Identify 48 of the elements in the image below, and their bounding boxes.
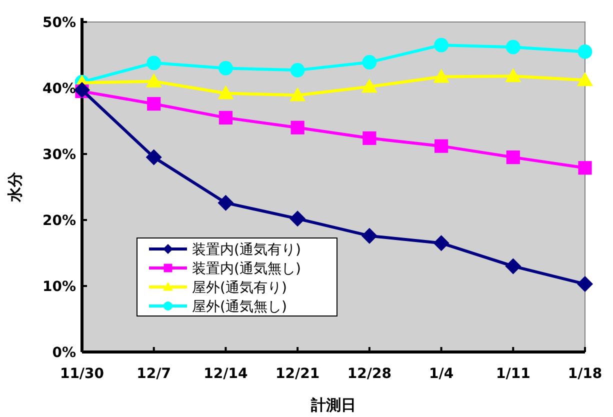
- x-tick-label: 11/30: [60, 366, 104, 382]
- point: [218, 85, 234, 100]
- x-tick-label: 12/7: [136, 366, 172, 382]
- point: [146, 73, 162, 88]
- point: [74, 82, 90, 98]
- x-tick-label: 1/18: [568, 366, 602, 382]
- point: [578, 44, 592, 59]
- y-tick-label: 50%: [42, 15, 76, 31]
- point: [218, 110, 233, 124]
- x-tick-label: 12/21: [276, 366, 320, 382]
- legend-label: 屋外(通気有り): [192, 280, 287, 296]
- point: [146, 56, 162, 70]
- point: [505, 258, 522, 274]
- point: [505, 68, 522, 82]
- y-tick-label: 30%: [42, 147, 76, 163]
- point: [361, 78, 378, 93]
- point: [290, 62, 305, 78]
- point: [146, 149, 162, 166]
- x-tick-label: 1/4: [428, 366, 454, 382]
- point: [577, 72, 593, 86]
- point: [577, 276, 593, 292]
- y-tick-label: 20%: [42, 213, 76, 229]
- point: [434, 38, 448, 52]
- x-tick-label: 12/14: [204, 366, 248, 382]
- x-axis-title: 計測日: [310, 396, 356, 414]
- y-tick-label: 10%: [42, 279, 76, 295]
- point: [290, 120, 304, 134]
- point: [506, 150, 520, 164]
- point: [218, 194, 234, 211]
- legend-label: 装置内(通気無し): [192, 261, 301, 277]
- point: [578, 161, 592, 175]
- y-tick-label: 0%: [52, 345, 76, 361]
- x-tick-label: 12/28: [347, 366, 392, 382]
- legend-label: 屋外(通気無し): [192, 299, 287, 315]
- point: [218, 61, 233, 76]
- legend-label: 装置内(通気有り): [192, 242, 301, 258]
- y-axis-title: 水分: [6, 171, 24, 203]
- point: [433, 235, 450, 252]
- point: [147, 97, 161, 111]
- point: [433, 68, 450, 83]
- point: [362, 55, 377, 70]
- point: [290, 87, 306, 102]
- point: [361, 228, 378, 244]
- point: [434, 139, 448, 153]
- point: [290, 210, 306, 227]
- point: [506, 40, 520, 54]
- x-tick-label: 1/11: [496, 366, 530, 382]
- point: [362, 131, 376, 145]
